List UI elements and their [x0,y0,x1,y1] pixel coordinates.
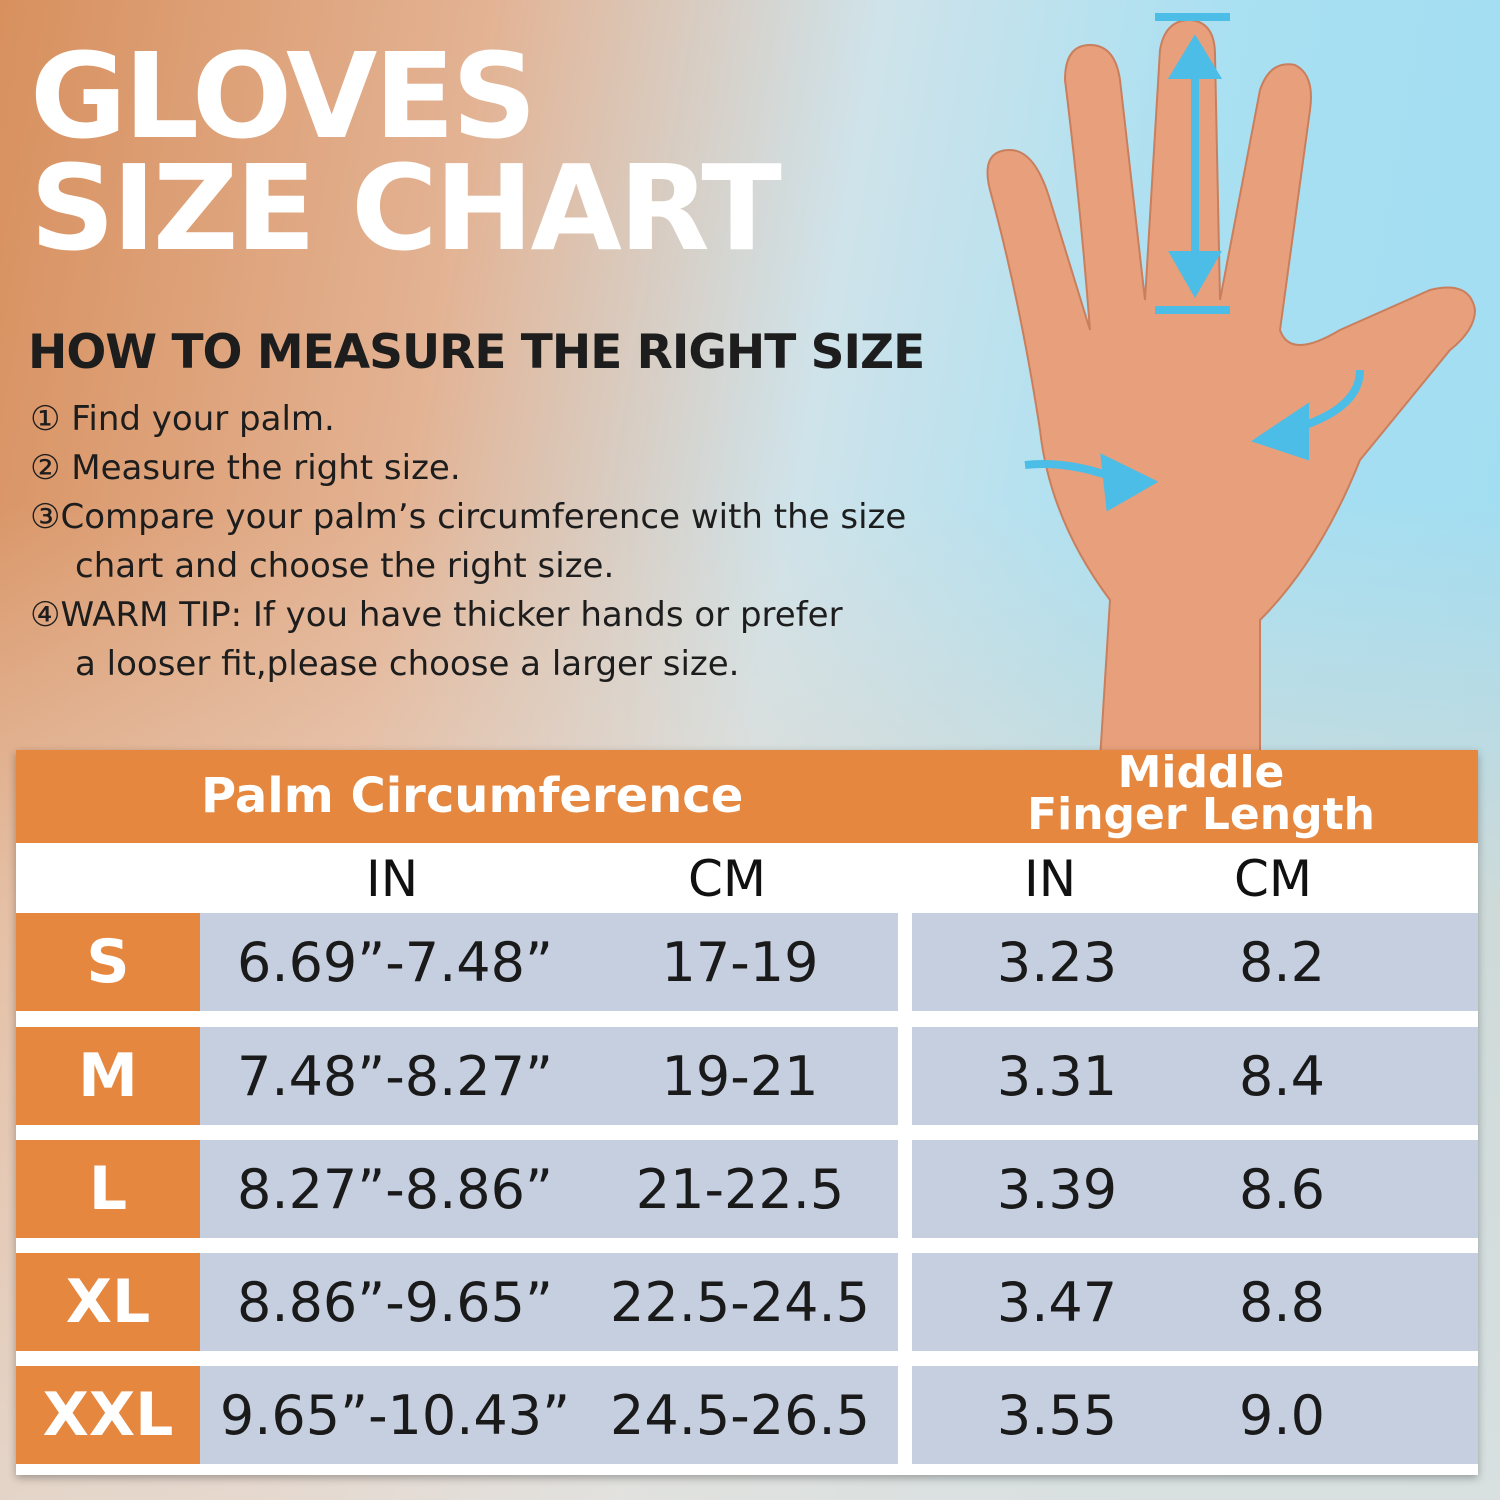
step-3: ③Compare your palm’s circumference with … [30,493,906,542]
table-row: XXL 9.65”-10.43” 24.5-26.5 3.55 9.0 [16,1366,1478,1464]
palm-cm: 22.5-24.5 [610,1270,870,1334]
finger-header: Middle Finger Length [991,747,1411,840]
finger-header-line-2: Finger Length [1027,789,1375,840]
finger-in: 3.31 [996,1044,1118,1108]
step-2: ② Measure the right size. [30,444,906,493]
table-row: L 8.27”-8.86” 21-22.5 3.39 8.6 [16,1140,1478,1238]
table-header: Palm Circumference Middle Finger Length [16,750,1478,843]
step-number: ② [30,448,61,488]
step-number: ④ [30,595,61,635]
palm-in: 8.27”-8.86” [237,1157,553,1221]
unit-finger-in: IN [1024,850,1077,908]
finger-cells: 3.39 8.6 [912,1140,1478,1238]
hand-illustration [986,13,1477,760]
title-line-2: SIZE CHART [30,139,782,277]
palm-in: 9.65”-10.43” [219,1383,571,1447]
size-label: M [16,1027,200,1125]
title-line-1: GLOVES [30,27,537,165]
step-number: ③ [30,497,61,537]
finger-cm: 8.2 [1239,930,1325,994]
palm-in: 6.69”-7.48” [237,930,553,994]
finger-header-line-1: Middle [1117,747,1285,798]
step-text: Find your palm. [71,399,335,439]
palm-cm: 19-21 [661,1044,819,1108]
subtitle: HOW TO MEASURE THE RIGHT SIZE [28,325,925,380]
finger-cm: 8.4 [1239,1044,1325,1108]
step-4-cont: a looser fit,please choose a larger size… [75,644,740,684]
finger-in: 3.55 [996,1383,1118,1447]
palm-cm: 24.5-26.5 [610,1383,870,1447]
finger-in: 3.23 [996,930,1118,994]
palm-in: 7.48”-8.27” [237,1044,553,1108]
palm-cm: 21-22.5 [635,1157,845,1221]
palm-cm: 17-19 [661,930,819,994]
finger-cm: 8.8 [1239,1270,1325,1334]
step-text: WARM TIP: If you have thicker hands or p… [60,595,843,635]
size-label: S [16,913,200,1011]
table-row: M 7.48”-8.27” 19-21 3.31 8.4 [16,1027,1478,1125]
size-label: XXL [16,1366,200,1464]
finger-cells: 3.23 8.2 [912,913,1478,1011]
palm-in: 8.86”-9.65” [237,1270,553,1334]
steps-list: ① Find your palm. ② Measure the right si… [30,395,906,689]
finger-cm: 8.6 [1239,1157,1325,1221]
step-4: ④WARM TIP: If you have thicker hands or … [30,591,906,640]
step-number: ① [30,399,61,439]
size-label: XL [16,1253,200,1351]
step-text: Measure the right size. [71,448,461,488]
palm-cells: 8.86”-9.65” 22.5-24.5 [200,1253,898,1351]
palm-cells: 6.69”-7.48” 17-19 [200,913,898,1011]
finger-cells: 3.55 9.0 [912,1366,1478,1464]
finger-in: 3.39 [996,1157,1118,1221]
unit-finger-cm: CM [1234,850,1313,908]
table-row: XL 8.86”-9.65” 22.5-24.5 3.47 8.8 [16,1253,1478,1351]
finger-cells: 3.31 8.4 [912,1027,1478,1125]
finger-cells: 3.47 8.8 [912,1253,1478,1351]
step-text: Compare your palm’s circumference with t… [60,497,907,537]
finger-cm: 9.0 [1239,1383,1325,1447]
size-label: L [16,1140,200,1238]
unit-palm-in: IN [366,850,419,908]
step-3-cont: chart and choose the right size. [75,546,615,586]
unit-palm-cm: CM [688,850,767,908]
table-row: S 6.69”-7.48” 17-19 3.23 8.2 [16,913,1478,1011]
step-1: ① Find your palm. [30,395,906,444]
palm-header: Palm Circumference [201,768,744,824]
finger-in: 3.47 [996,1270,1118,1334]
palm-cells: 7.48”-8.27” 19-21 [200,1027,898,1125]
palm-cells: 8.27”-8.86” 21-22.5 [200,1140,898,1238]
page-title: GLOVES SIZE CHART [30,27,782,277]
palm-cells: 9.65”-10.43” 24.5-26.5 [200,1366,898,1464]
size-table: Palm Circumference Middle Finger Length … [16,750,1478,1475]
